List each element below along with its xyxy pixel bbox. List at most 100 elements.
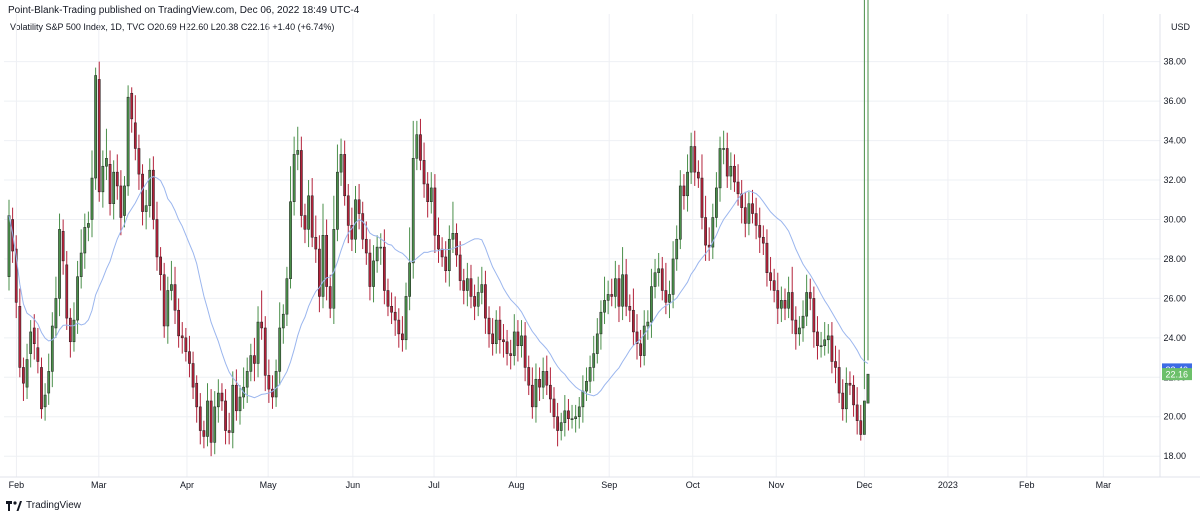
candle-body: [567, 410, 570, 419]
candle-body: [382, 246, 386, 291]
candle-body: [523, 335, 527, 368]
x-tick-label: Mar: [91, 480, 107, 490]
candle-body: [386, 290, 390, 307]
candle-body: [36, 347, 40, 362]
candle-body: [462, 280, 466, 291]
y-tick-label: 36.00: [1163, 96, 1186, 106]
candle-body: [653, 272, 657, 287]
candle-body: [112, 171, 116, 204]
x-tick-label: Dec: [856, 480, 873, 490]
x-tick-label: Jul: [428, 480, 440, 490]
candle-body: [126, 96, 130, 187]
candle-body: [54, 298, 58, 329]
candle-body: [40, 367, 43, 410]
candle-body: [32, 327, 36, 345]
candle-body: [769, 272, 772, 281]
candle-body: [25, 359, 29, 388]
candle-body: [545, 371, 549, 386]
candle-body: [58, 229, 61, 299]
y-tick-label: 38.00: [1163, 57, 1186, 67]
candle-body: [137, 148, 141, 175]
candle-body: [173, 284, 177, 311]
x-tick-label: Apr: [180, 480, 194, 490]
candle-body: [281, 313, 285, 329]
candle-body: [198, 406, 202, 431]
candle-body: [336, 171, 339, 230]
last-close-label-bg: [1162, 368, 1192, 381]
candle-body: [834, 361, 837, 368]
candle-body: [364, 238, 368, 254]
candle-body: [603, 300, 606, 313]
candle-body: [357, 199, 361, 214]
candle-body: [310, 195, 314, 238]
candle-body: [397, 319, 401, 335]
candle-body: [693, 146, 697, 173]
candle-body: [534, 379, 538, 408]
candle-body: [177, 309, 181, 337]
candle-body: [808, 292, 812, 299]
candle-body: [844, 382, 848, 410]
candle-body: [90, 177, 94, 220]
candle-body: [61, 231, 65, 262]
candle-body: [115, 171, 119, 187]
candle-body: [152, 169, 155, 220]
candle-body: [639, 343, 642, 356]
candle-body: [761, 236, 765, 244]
candle-body: [682, 185, 686, 197]
candle-body: [155, 219, 159, 258]
candle-body: [725, 148, 729, 177]
candle-body: [527, 367, 531, 386]
candle-body: [787, 292, 790, 309]
candle-body: [646, 321, 650, 327]
candle-body: [689, 146, 693, 173]
y-tick-label: 34.00: [1163, 136, 1186, 146]
x-tick-label: Aug: [508, 480, 524, 490]
candle-body: [256, 321, 260, 364]
candle-body: [852, 384, 855, 406]
candle-body: [841, 392, 845, 410]
candle-body: [209, 400, 213, 443]
candle-body: [606, 294, 610, 301]
candle-body: [303, 215, 307, 230]
candle-body: [260, 321, 264, 329]
candle-body: [79, 252, 83, 277]
candle-body: [206, 400, 209, 437]
candle-body: [411, 158, 415, 264]
candle-body: [368, 252, 372, 287]
candle-body: [458, 254, 462, 281]
candle-body: [285, 278, 289, 315]
candle-body: [350, 225, 354, 240]
candle-body: [863, 400, 866, 435]
x-tick-label: 2023: [938, 480, 958, 490]
candle-body: [393, 311, 397, 321]
candle-body: [541, 371, 545, 388]
candle-body: [159, 256, 162, 275]
y-tick-label: 32.00: [1163, 175, 1186, 185]
candle-body: [422, 160, 426, 185]
candle-body: [408, 262, 411, 297]
candle-body: [7, 215, 11, 277]
candle-body: [848, 382, 852, 386]
candle-body: [599, 311, 603, 335]
candle-body: [108, 163, 112, 204]
candle-body: [476, 292, 480, 307]
candle-body: [696, 171, 700, 179]
candle-body: [343, 154, 347, 197]
candle-body: [119, 185, 123, 218]
candle-body: [505, 341, 509, 354]
candle-body: [675, 238, 679, 260]
candle-body: [754, 213, 758, 226]
candle-body: [498, 319, 502, 341]
candle-body: [22, 367, 25, 384]
candle-body: [144, 205, 148, 212]
candle-body: [487, 317, 491, 335]
candle-body: [180, 335, 184, 339]
candle-body: [105, 158, 108, 167]
candle-body: [704, 217, 707, 246]
y-tick-label: 24.00: [1163, 333, 1186, 343]
candle-body: [671, 258, 675, 295]
candle-body: [447, 238, 451, 272]
candle-body: [433, 187, 437, 236]
candle-body: [650, 286, 653, 323]
